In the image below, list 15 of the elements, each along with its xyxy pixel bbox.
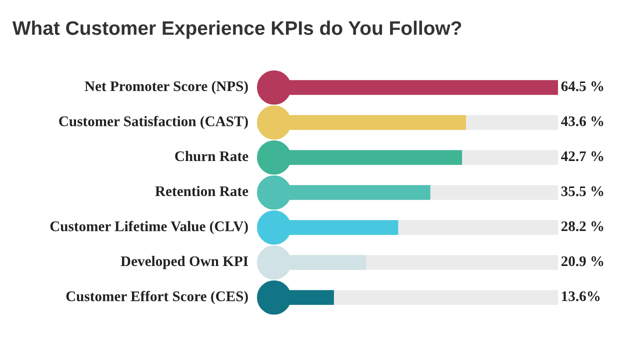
data-label: 35.5 % <box>561 186 604 196</box>
y-tick-label: Customer Effort Score (CES) <box>66 290 248 304</box>
data-label: 43.6 % <box>561 116 604 126</box>
data-label: 42.7 % <box>561 151 604 162</box>
y-tick-label: Retention Rate <box>155 186 248 196</box>
y-tick-label: Customer Lifetime Value (CLV) <box>50 220 248 234</box>
y-tick-label: Developed Own KPI <box>120 256 248 270</box>
chart-title: What Customer Experience KPIs do You Follow? <box>12 20 462 39</box>
data-label: 28.2 % <box>561 221 604 232</box>
y-tick-label: Net Promoter Score (NPS) <box>84 80 248 94</box>
y-tick-label: Churn Rate <box>175 150 248 162</box>
data-label: 64.5 % <box>561 81 604 92</box>
y-tick-label: Customer Satisfaction (CAST) <box>59 116 248 130</box>
data-label: 20.9 % <box>561 256 604 266</box>
data-label: 13.6% <box>562 291 600 302</box>
